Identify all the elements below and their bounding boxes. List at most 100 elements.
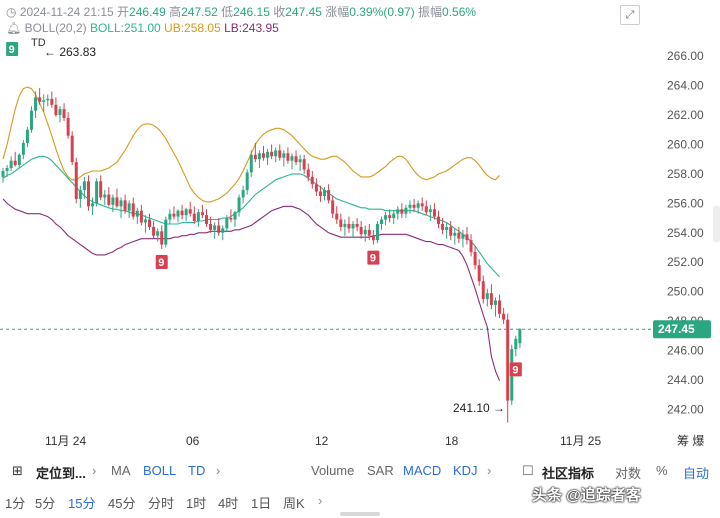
candle-body [188,209,192,214]
ohlc-row: ◷ 2024-11-24 21:15 开246.49 高247.52 低246.… [6,3,476,20]
auto-scale-button[interactable]: 自动 [683,466,710,481]
high-label: 高 [169,5,182,19]
low-marker-label: 241.10 → [453,401,505,415]
chart-scrollbar[interactable] [713,206,720,242]
candle-body [213,225,217,230]
candle-body [99,181,103,198]
candle-body [323,190,327,196]
watermark: 头条 @追踪者客 [532,487,641,504]
candle-body [489,293,493,305]
candle-body [29,110,33,130]
candle-body [200,212,204,216]
fullscreen-icon[interactable]: ⤢ [620,5,640,25]
candle-body [266,151,270,158]
candle-body [62,109,66,118]
candle-body [5,168,9,171]
candle-body [127,203,131,211]
candle-body [335,213,339,220]
candle-body [331,200,335,214]
period-4h[interactable]: 4时 [218,496,239,511]
period-timeshare[interactable]: 分时 [148,496,175,511]
candle-body [237,197,241,213]
ma-button[interactable]: MA [111,463,131,478]
chevron-right-icon[interactable]: › [92,463,97,478]
candle-body [392,213,396,219]
candle-body [449,226,453,236]
locate-icon[interactable]: ⊞ [12,463,23,478]
candle-body [306,169,310,177]
period-1d[interactable]: 1日 [251,496,272,511]
boll-button[interactable]: BOLL [143,463,177,478]
candle-body [164,219,168,245]
log-scale-button[interactable]: 对数 [615,466,642,481]
candle-body [359,226,363,235]
period-45m[interactable]: 45分 [108,496,136,511]
clock-icon: ◷ [6,5,17,19]
candle-body [9,160,13,169]
candle-body [58,109,62,116]
locate-button[interactable]: 定位到... [36,466,86,481]
chevron-right-icon[interactable]: › [318,493,323,508]
high-marker-label: ← 263.83 [44,45,96,59]
period-1m[interactable]: 1分 [5,496,26,511]
period-toolbar: 1分 5分 15分 45分 分时 1时 4时 1日 周K › [0,488,720,514]
candle-body [13,160,17,166]
candle-body [148,219,152,227]
x-extra-label: 筹 爆 [677,434,704,448]
drag-handle[interactable] [340,512,380,516]
candle-body [469,240,473,252]
low-label: 低 [221,5,234,19]
indicator-toolbar: ⊞ 定位到... › MA BOLL TD › Volume SAR MACD … [0,458,720,484]
community-indicators-button[interactable]: 社区指标 [542,466,595,481]
candle-body [274,150,278,157]
period-15m[interactable]: 15分 [68,496,96,511]
percent-scale-button[interactable]: % [656,463,668,478]
candle-body [412,204,416,208]
candle-body [119,200,123,207]
candle-body [95,181,99,204]
y-tick-label: 252.00 [667,255,704,269]
macd-button[interactable]: MACD [403,463,442,478]
candle-body [347,223,351,229]
candle-body [245,172,249,191]
candle-body [205,215,208,224]
candle-body [180,210,184,216]
candle-body [152,226,156,236]
candle-body [367,229,371,236]
candle-body [384,215,388,220]
candle-body [66,118,70,136]
boll-row: 🔔︎ BOLL(20,2) BOLL:251.00 UB:258.05 LB:2… [6,21,279,35]
low-value: 246.15 [233,5,270,19]
bell-icon[interactable]: 🔔︎ [6,21,22,35]
amplitude-label: 振幅 [418,5,443,19]
candle-body [54,104,58,116]
y-tick-label: 256.00 [667,196,704,210]
candle-body [400,209,404,214]
x-tick-label: 18 [445,434,459,448]
td-marker-label: 9 [512,364,518,376]
period-5m[interactable]: 5分 [35,496,56,511]
kdj-button[interactable]: KDJ [453,463,478,478]
candle-body [233,212,237,220]
chevron-right-icon[interactable]: › [216,463,221,478]
candlestick-chart[interactable]: 266.00 264.00 262.00 260.00 258.00 256.00 254.… [0,0,720,458]
td-button[interactable]: TD [188,463,206,478]
close-label: 收 [273,5,286,19]
candle-body [42,100,46,102]
candle-body [514,338,518,350]
chevron-right-icon[interactable]: › [487,463,492,478]
boll-lb-value: LB:243.95 [224,21,279,35]
volume-button[interactable]: Volume [311,463,355,478]
sar-button[interactable]: SAR [367,463,394,478]
td-marker [6,42,19,56]
change-value: 0.39%(0.97) [349,5,415,19]
candle-body [441,223,445,230]
period-1h[interactable]: 1时 [186,496,207,511]
candle-body [420,203,424,207]
candle-body [445,226,449,230]
candle-body [290,156,294,161]
period-week[interactable]: 周K [283,496,305,511]
candle-body [21,143,25,155]
community-icon[interactable]: ☐ [522,463,534,478]
candle-body [82,181,86,191]
